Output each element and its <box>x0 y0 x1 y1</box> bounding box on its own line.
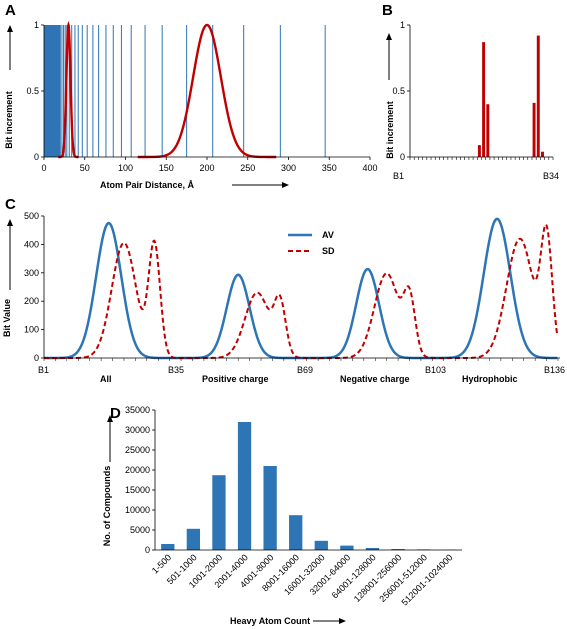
panel-d-ylabel: No. of Compounds <box>102 466 112 547</box>
d-bar-3 <box>237 422 252 550</box>
d-ytick-3: 15000 <box>125 485 150 495</box>
panel-a-curve-2 <box>137 23 277 159</box>
a-xtick-2: 100 <box>118 163 133 173</box>
a-ytick-2: 1 <box>34 20 39 30</box>
panel-a-curve-1 <box>58 20 79 159</box>
b-ytick-0: 0 <box>400 152 405 162</box>
d-bar-2 <box>212 475 226 550</box>
panel-a: A 00.51 0 50 100 150 200 250 300 350 400 Bit inc… <box>4 2 378 190</box>
d-bar-7 <box>340 545 354 550</box>
panel-c-av-line <box>44 217 558 360</box>
panel-b-label: B <box>382 2 393 19</box>
panel-a-x-ticks: 0 50 100 150 200 250 300 350 400 <box>41 157 378 173</box>
panel-c-ylabel: Bit Value <box>2 299 12 337</box>
panel-d-x-arrow <box>313 618 346 624</box>
panel-b-ylabel: Bit increment <box>385 101 395 159</box>
panel-b-x-ticks <box>409 157 554 160</box>
panel-b-bars <box>477 35 544 158</box>
panel-c-y-ticks: 0 100 200 300 400 500 <box>24 211 44 363</box>
c-ytick-1: 100 <box>24 325 39 335</box>
a-xtick-3: 150 <box>159 163 174 173</box>
c-ytick-3: 300 <box>24 268 39 278</box>
panel-c-xtick-b1: B1 <box>38 365 49 375</box>
panel-c-group-positive: Positive charge <box>202 374 269 384</box>
d-ytick-1: 5000 <box>130 525 150 535</box>
a-xtick-6: 300 <box>281 163 296 173</box>
legend-av-label: AV <box>322 230 334 240</box>
panel-a-y-ticks: 00.51 <box>26 20 44 162</box>
panel-d-y-ticks: 0 5000 10000 15000 20000 25000 30000 35000 <box>125 405 155 555</box>
panel-b: B 00.51 B1 B34 Bit increment <box>382 2 559 181</box>
a-xtick-0: 0 <box>41 163 46 173</box>
a-xtick-7: 350 <box>322 163 337 173</box>
d-ytick-7: 35000 <box>125 405 150 415</box>
c-ytick-4: 400 <box>24 239 39 249</box>
panel-b-xtick-start: B1 <box>393 171 404 181</box>
panel-b-xtick-end: B34 <box>543 171 559 181</box>
panel-a-y-arrow <box>7 25 13 70</box>
b-bar-32 <box>541 151 544 157</box>
b-bar-19 <box>486 104 490 157</box>
panel-c-label: C <box>5 196 16 213</box>
panel-d-y-arrow <box>107 415 113 462</box>
d-ytick-2: 10000 <box>125 505 150 515</box>
d-bar-5 <box>289 515 303 550</box>
d-bar-9 <box>391 549 405 550</box>
a-xtick-1: 50 <box>80 163 90 173</box>
d-ytick-6: 30000 <box>125 425 150 435</box>
a-xtick-8: 400 <box>362 163 377 173</box>
c-ytick-5: 500 <box>24 211 39 221</box>
panel-d-xlabel: Heavy Atom Count <box>230 616 310 626</box>
d-xtick-0: 1-500 <box>150 552 173 575</box>
b-bar-18 <box>482 42 486 157</box>
panel-c-xtick-b35: B35 <box>168 365 184 375</box>
d-ytick-4: 20000 <box>125 465 150 475</box>
panel-c-group-hydrophobic: Hydrophobic <box>462 374 518 384</box>
a-xtick-4: 200 <box>199 163 214 173</box>
c-ytick-0: 0 <box>34 353 39 363</box>
panel-a-ylabel: Bit increment <box>4 91 14 149</box>
panel-c-legend: AV SD <box>288 230 335 256</box>
panel-c-xtick-b103: B103 <box>425 365 446 375</box>
panel-c-x-ticks <box>43 358 559 361</box>
panel-c-group-all: All <box>100 374 112 384</box>
b-bar-17 <box>477 145 481 157</box>
panel-c-xtick-b136: B136 <box>544 365 565 375</box>
b-ytick-2: 1 <box>400 20 405 30</box>
a-xtick-5: 250 <box>240 163 255 173</box>
panel-b-y-arrow <box>386 33 392 80</box>
panel-c-y-arrow <box>7 219 13 290</box>
panel-a-xlabel: Atom Pair Distance, Å <box>100 180 195 190</box>
d-bar-0 <box>161 544 175 550</box>
d-ytick-0: 0 <box>145 545 150 555</box>
d-bar-8 <box>365 548 380 550</box>
d-ytick-5: 25000 <box>125 445 150 455</box>
panel-c-group-negative: Negative charge <box>340 374 410 384</box>
a-ytick-0: 0 <box>34 152 39 162</box>
panel-d-label: D <box>110 405 121 422</box>
panel-a-label: A <box>5 2 16 19</box>
b-ytick-1: 0.5 <box>392 86 405 96</box>
panel-d-bars <box>161 422 456 550</box>
c-ytick-2: 200 <box>24 296 39 306</box>
a-ytick-1: 0.5 <box>26 86 39 96</box>
panel-a-bin-lines <box>44 25 326 157</box>
panel-c-xtick-b69: B69 <box>297 365 313 375</box>
d-bar-6 <box>314 540 328 550</box>
panel-d-x-ticks: 1-500501-10001001-20002001-40004001-8000… <box>150 552 455 607</box>
panel-a-x-arrow <box>232 182 289 188</box>
legend-sd-label: SD <box>322 246 335 256</box>
panel-d: D 0 5000 10000 15000 20000 25000 30000 35000 1-… <box>102 405 462 626</box>
b-bar-31 <box>536 35 540 158</box>
d-bar-1 <box>186 528 201 550</box>
panel-b-y-ticks: 00.51 <box>392 20 410 162</box>
d-bar-4 <box>263 466 277 550</box>
b-bar-30 <box>532 102 536 157</box>
